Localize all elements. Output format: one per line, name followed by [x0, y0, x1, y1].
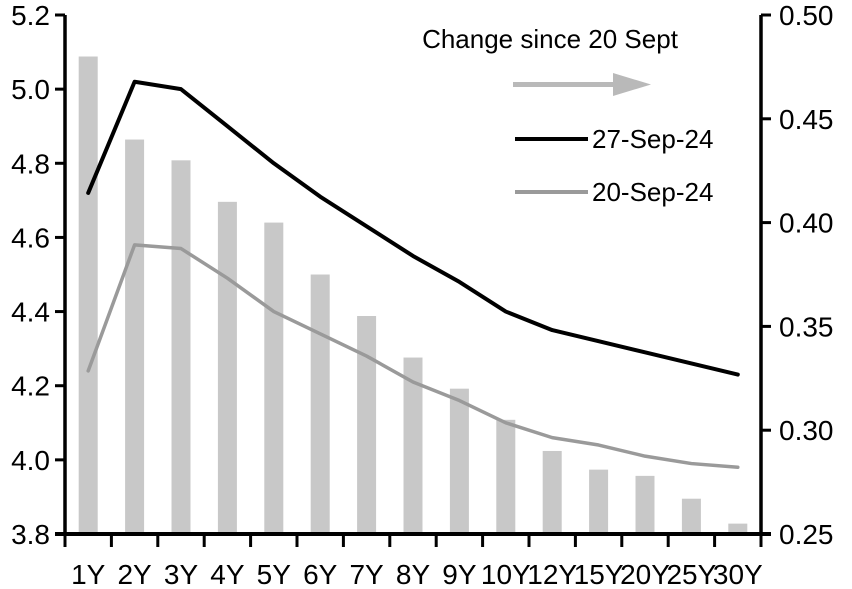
- x-category-label-2Y: 2Y: [117, 559, 152, 589]
- x-category-label-30Y: 30Y: [713, 559, 763, 589]
- x-category-label-6Y: 6Y: [303, 559, 338, 589]
- legend-label-27-sep-24: 27-Sep-24: [592, 124, 714, 154]
- left-axis-tick-label: 5.0: [11, 74, 50, 105]
- x-category-label-4Y: 4Y: [210, 559, 245, 589]
- legend-label-20-sep-24: 20-Sep-24: [592, 177, 714, 207]
- left-axis-tick-label: 4.8: [11, 148, 50, 179]
- x-category-label-20Y: 20Y: [620, 559, 670, 589]
- left-axis-tick-label: 4.6: [11, 222, 50, 253]
- left-axis-tick-label: 3.8: [11, 519, 50, 550]
- bar-10Y: [496, 419, 516, 534]
- x-category-label-25Y: 25Y: [666, 559, 716, 589]
- bar-15Y: [589, 469, 609, 534]
- legend-line-20-sep-24: [515, 190, 588, 194]
- arrow-head: [613, 73, 651, 96]
- right-axis-tick-label: 0.50: [779, 0, 834, 31]
- x-category-label-15Y: 15Y: [574, 559, 624, 589]
- right-axis-tick-label: 0.45: [779, 104, 834, 135]
- right-axis-tick-label: 0.30: [779, 415, 834, 446]
- series-line-27-sep-24: [86, 79, 740, 377]
- x-category-label-5Y: 5Y: [257, 559, 292, 589]
- right-axis-tick-label: 0.40: [779, 208, 834, 239]
- right-axis-tick-label: 0.25: [779, 519, 834, 550]
- bar-5Y: [264, 222, 284, 534]
- x-category-label-3Y: 3Y: [164, 559, 199, 589]
- bar-1Y: [78, 56, 98, 535]
- legend-title: Change since 20 Sept: [422, 24, 678, 54]
- legend-line-27-sep-24: [515, 137, 588, 141]
- bar-6Y: [310, 274, 330, 534]
- bar-25Y: [681, 498, 701, 534]
- left-axis-tick-label: 4.0: [11, 445, 50, 476]
- left-axis-tick-label: 5.2: [11, 0, 50, 31]
- bar-30Y: [728, 523, 748, 534]
- bar-12Y: [542, 450, 562, 534]
- bar-3Y: [171, 160, 191, 534]
- bar-2Y: [125, 139, 145, 534]
- left-axis-tick-label: 4.4: [11, 297, 50, 328]
- x-category-label-9Y: 9Y: [442, 559, 477, 589]
- x-category-label-1Y: 1Y: [71, 559, 106, 589]
- bar-9Y: [449, 388, 469, 534]
- right-axis-tick-label: 0.35: [779, 311, 834, 342]
- x-category-label-12Y: 12Y: [527, 559, 577, 589]
- left-axis-tick-label: 4.2: [11, 371, 50, 402]
- bar-8Y: [403, 357, 423, 534]
- bar-7Y: [357, 316, 377, 534]
- x-category-label-8Y: 8Y: [396, 559, 431, 589]
- arrow-shaft: [513, 82, 614, 87]
- x-category-label-7Y: 7Y: [349, 559, 384, 589]
- legend-arrow-icon: [505, 68, 655, 101]
- bar-4Y: [217, 201, 237, 534]
- bar-20Y: [635, 475, 655, 534]
- series-line-20-sep-24: [86, 243, 740, 470]
- x-category-label-10Y: 10Y: [481, 559, 531, 589]
